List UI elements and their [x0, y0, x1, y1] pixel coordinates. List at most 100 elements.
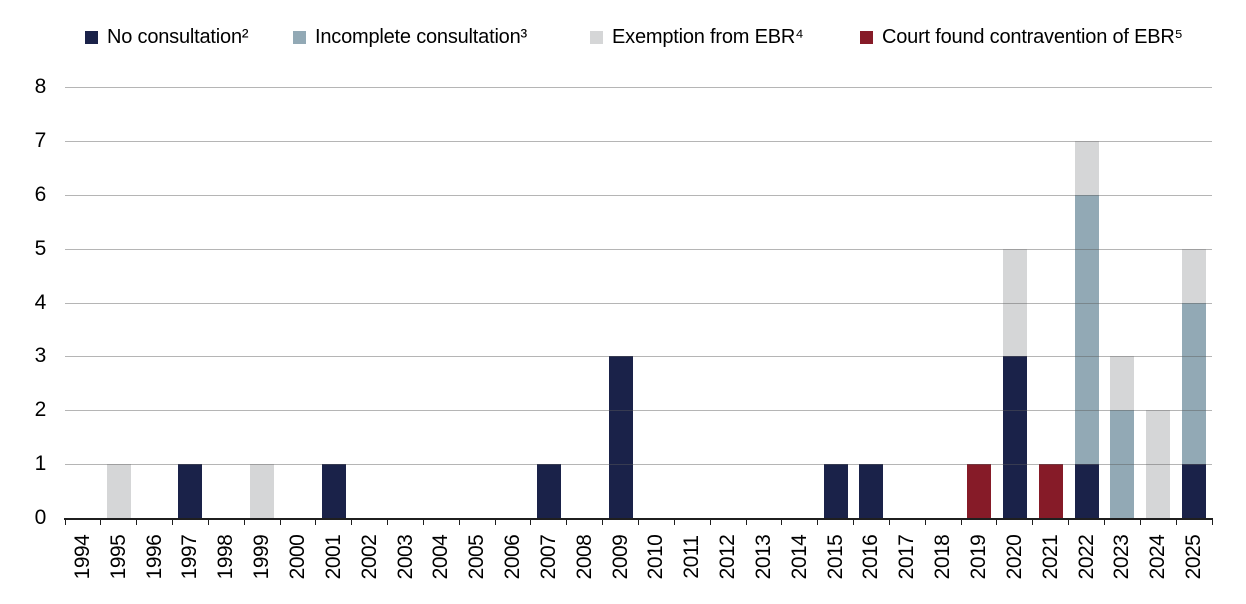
bar-segment [1110, 356, 1135, 411]
y-axis-tick-label: 5 [34, 236, 47, 260]
legend: No consultation² Incomplete consultation³… [0, 0, 1246, 60]
x-axis-tick-label: 2024 [1146, 534, 1170, 580]
y-axis-tick-label: 8 [34, 75, 47, 98]
bar-segment [321, 464, 346, 518]
x-axis-tick-label: 2014 [787, 534, 811, 580]
x-axis-tick [602, 518, 604, 525]
bar-segment [250, 464, 275, 518]
legend-swatch-icon [860, 30, 873, 44]
gridline [65, 194, 1212, 196]
x-axis-tick-label: 2008 [572, 534, 596, 580]
bar-segment [1074, 140, 1099, 195]
bar-segment [1074, 464, 1099, 518]
bar-segment [1146, 410, 1171, 518]
x-axis-tick-label: 2018 [931, 534, 955, 580]
y-axis-tick-label: 4 [34, 290, 47, 314]
bar-segment [1182, 302, 1207, 465]
bar-segment [823, 464, 848, 518]
x-axis-tick [351, 518, 353, 525]
x-axis-tick-label: 2023 [1110, 534, 1134, 580]
gridline [65, 464, 1212, 466]
legend-item: Incomplete consultation³ [293, 26, 527, 48]
bar-segment [859, 464, 884, 518]
x-axis-tick-label: 2019 [967, 534, 991, 580]
x-axis-tick [1139, 518, 1141, 525]
x-axis-tick-label: 2005 [465, 534, 489, 580]
x-axis-tick [1032, 518, 1034, 525]
x-axis-tick [673, 518, 675, 525]
y-axis-tick-label: 3 [34, 344, 47, 368]
x-axis-tick [888, 518, 890, 525]
legend-label: No consultation² [107, 26, 249, 48]
legend-label: Exemption from EBR⁴ [612, 26, 804, 48]
x-axis-tick-label: 2017 [895, 534, 919, 580]
legend-item: Court found contravention of EBR⁵ [860, 26, 1183, 48]
x-axis-tick [960, 518, 962, 525]
y-axis-tick-label: 7 [34, 128, 47, 152]
x-axis-tick-label: 2007 [536, 534, 560, 580]
x-axis-tick-label: 2015 [823, 534, 847, 580]
bar-segment [967, 464, 992, 518]
x-axis-tick [781, 518, 783, 525]
x-axis-tick [924, 518, 926, 525]
x-axis-tick [530, 518, 532, 525]
legend-swatch-icon [590, 30, 603, 44]
x-axis-tick [745, 518, 747, 525]
bar-segment [1074, 194, 1099, 465]
x-axis-tick-label: 2021 [1038, 534, 1062, 580]
x-axis-tick [422, 518, 424, 525]
x-axis-tick-label: 2016 [859, 534, 883, 580]
gridline [65, 356, 1212, 358]
y-axis-tick-label: 0 [34, 506, 47, 529]
x-axis-tick [458, 518, 460, 525]
plot-area: 1994 1995 1996 1997 1998 1999 2000 2001 2002 2003… [64, 87, 1213, 579]
legend-item: Exemption from EBR⁴ [590, 26, 804, 48]
x-axis-tick-label: 1994 [70, 534, 94, 580]
gridline [65, 140, 1212, 142]
x-axis-tick-label: 2006 [501, 534, 525, 580]
legend-swatch-icon [85, 30, 98, 44]
bar-segment [1182, 464, 1207, 518]
x-axis-tick [279, 518, 281, 525]
bar-segment [106, 464, 131, 518]
legend-item: No consultation² [85, 26, 249, 48]
x-axis-tick-label: 2009 [608, 534, 632, 580]
bar-segment [536, 464, 561, 518]
x-axis-tick [817, 518, 819, 525]
y-axis-tick-label: 6 [34, 182, 47, 206]
bar-segment [1038, 464, 1063, 518]
x-axis-tick [853, 518, 855, 525]
legend-label: Court found contravention of EBR⁵ [882, 26, 1183, 48]
x-axis-tick [315, 518, 317, 525]
x-axis-tick-label: 2001 [321, 534, 345, 580]
x-axis-tick-label: 1996 [142, 534, 166, 580]
x-axis-tick-label: 2010 [644, 534, 668, 580]
x-axis-tick [1175, 518, 1177, 525]
x-axis-tick [100, 518, 102, 525]
x-axis-tick [243, 518, 245, 525]
x-axis-tick [709, 518, 711, 525]
y-axis-tick-label: 2 [34, 398, 47, 422]
x-axis-tick [494, 518, 496, 525]
x-axis-tick-label: 2022 [1074, 534, 1098, 580]
x-axis-tick-label: 2003 [393, 534, 417, 580]
gridline [65, 410, 1212, 412]
x-axis-tick-label: 2020 [1002, 534, 1026, 580]
x-axis-tick-label: 2002 [357, 534, 381, 580]
bar-segment [1182, 248, 1207, 303]
x-axis-tick [1103, 518, 1105, 525]
x-axis-tick [387, 518, 389, 525]
x-axis-tick-label: 2004 [429, 534, 453, 580]
y-axis-tick-label: 1 [34, 452, 47, 476]
x-axis-tick-label: 2013 [751, 534, 775, 580]
bar-segment [1110, 410, 1135, 518]
x-axis-tick [136, 518, 138, 525]
x-axis-tick-label: 1995 [106, 534, 130, 580]
x-axis-tick-label: 1997 [178, 534, 202, 580]
gridline [65, 87, 1212, 88]
x-axis-tick-label: 2000 [285, 534, 309, 580]
x-axis-tick [64, 518, 66, 525]
x-axis-tick [996, 518, 998, 525]
legend-label: Incomplete consultation³ [315, 26, 527, 48]
